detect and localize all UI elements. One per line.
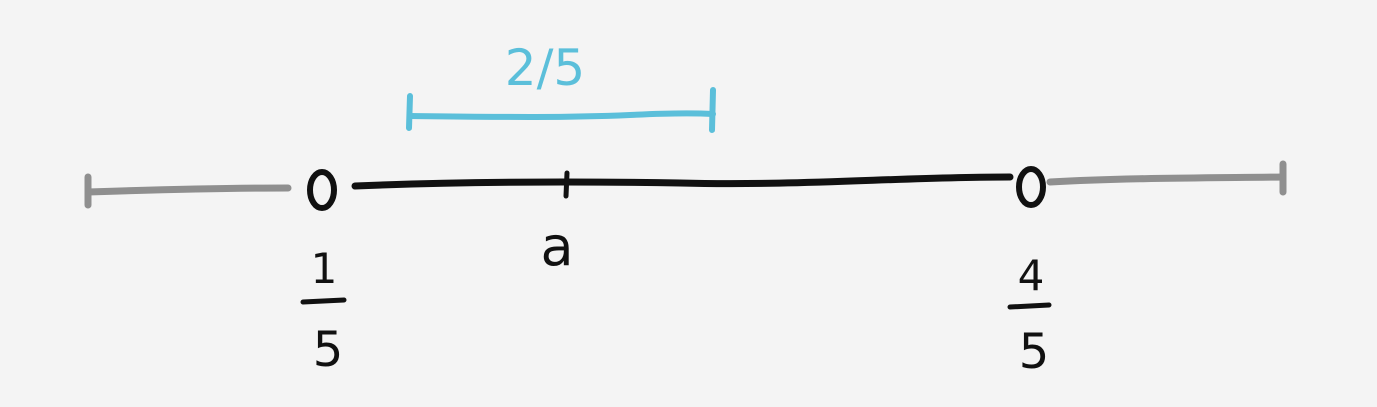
- left-numerator: 1: [311, 244, 338, 293]
- left-open-circle: [307, 169, 337, 211]
- right-outer-segment: [1046, 160, 1287, 196]
- interval-bracket: [406, 87, 716, 133]
- right-fraction-bar: [1007, 302, 1052, 310]
- main-interval-line: [351, 173, 1014, 190]
- right-endpoint-fraction: 4 5: [1007, 251, 1052, 380]
- point-a-tick: [563, 170, 570, 199]
- point-label: a: [540, 215, 573, 278]
- left-denominator: 5: [313, 322, 344, 378]
- left-endpoint-fraction: 1 5: [300, 244, 347, 378]
- right-numerator: 4: [1018, 251, 1045, 300]
- right-denominator: 5: [1019, 324, 1050, 380]
- left-outer-segment: [84, 173, 292, 209]
- interval-length-label: 2/5: [505, 39, 585, 97]
- right-open-circle: [1016, 166, 1046, 208]
- left-fraction-bar: [300, 297, 347, 305]
